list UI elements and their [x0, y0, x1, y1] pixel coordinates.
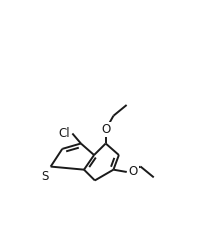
- Text: O: O: [128, 166, 137, 178]
- Text: O: O: [101, 123, 110, 136]
- Text: S: S: [42, 170, 49, 183]
- Text: Cl: Cl: [58, 127, 70, 140]
